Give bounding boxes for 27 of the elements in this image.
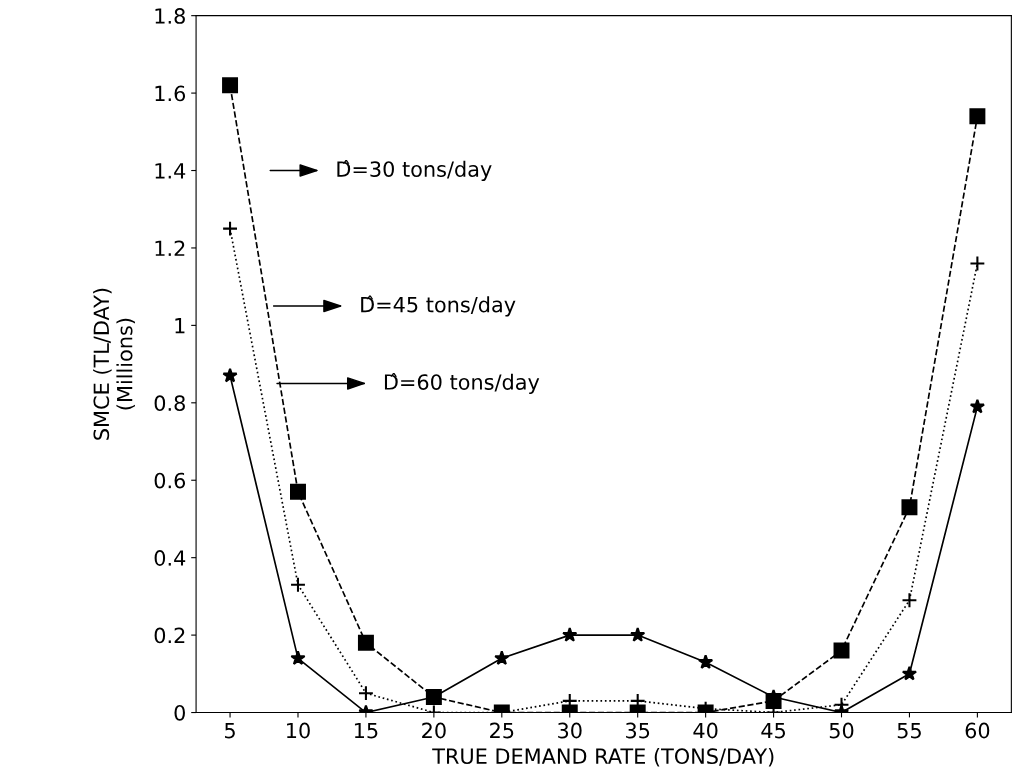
x-tick-label: 10: [287, 722, 310, 739]
y-tick-label: 1.4: [155, 163, 186, 179]
x-tick-label: 60: [965, 722, 990, 739]
y-tick-label: 0.2: [154, 627, 185, 644]
x-tick-label: 5: [225, 722, 235, 739]
x-tick-label: 45: [761, 722, 786, 739]
y-tick-label: 1.6: [155, 85, 186, 102]
x-tick-label: 50: [829, 722, 854, 739]
y-tick-label: 0.8: [154, 395, 185, 412]
y-tick-label: 0.4: [154, 550, 186, 566]
x-tick-label: 15: [354, 722, 378, 739]
x-tick-label: 40: [693, 722, 718, 739]
y-tick-label: 0.6: [154, 472, 186, 489]
x-tick-label: 35: [626, 722, 650, 739]
x-axis-title: TRUE DEMAND RATE (TONS/DAY): [432, 747, 774, 767]
x-tick-label: 20: [422, 722, 446, 739]
annotation: D̂=45 tons/day: [361, 295, 516, 317]
y-tick-label: 0: [174, 704, 185, 721]
y-axis-title: SMCE (TL/DAY) (Millions): [93, 288, 135, 440]
y-tick-label: 1: [175, 318, 185, 334]
y-tick-label: 1.2: [155, 240, 185, 256]
x-tick-label: 30: [558, 722, 582, 739]
x-tick-label: 25: [490, 722, 514, 739]
x-tick-label: 55: [897, 722, 921, 739]
annotation: D̂=30 tons/day: [337, 160, 492, 182]
annotation: D̂=60 tons/day: [384, 372, 540, 394]
y-tick-label: 1.8: [155, 8, 185, 24]
